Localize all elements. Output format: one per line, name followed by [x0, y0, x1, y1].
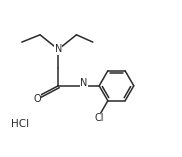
- Text: N: N: [80, 78, 87, 88]
- Text: O: O: [33, 94, 41, 104]
- Text: Cl: Cl: [94, 113, 104, 123]
- Text: HCl: HCl: [11, 119, 29, 129]
- Text: N: N: [55, 44, 62, 54]
